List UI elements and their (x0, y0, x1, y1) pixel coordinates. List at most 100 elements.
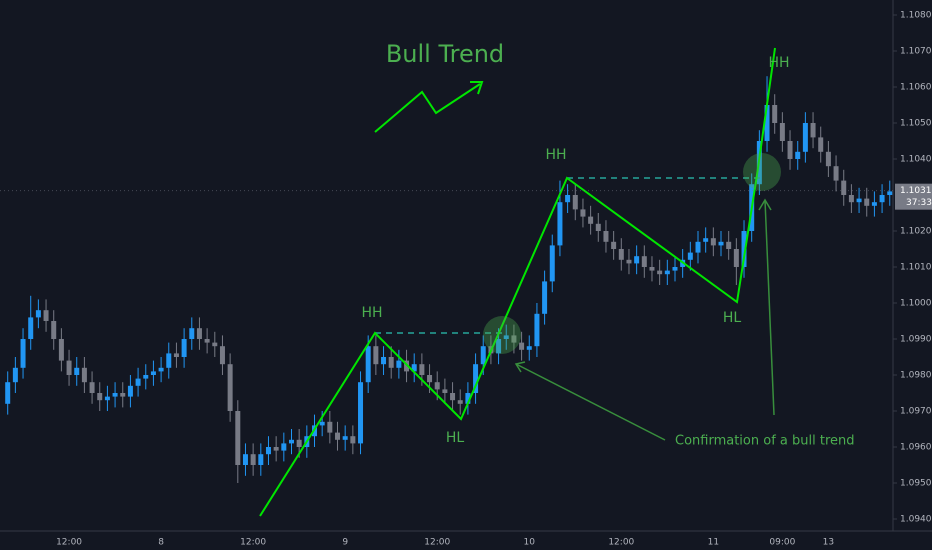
candle-body (58, 339, 64, 361)
candle-body (150, 371, 156, 375)
bull-arrow-head (470, 81, 484, 95)
candle-body (81, 367, 87, 383)
annotation: Confirmation of a bull trend (675, 434, 855, 449)
candle-body (296, 439, 302, 447)
y-tick-label: 1.09800 (900, 371, 932, 381)
swing-label: HH (768, 55, 789, 71)
candle-body (649, 267, 655, 271)
candle-body (388, 357, 394, 368)
candle-body (664, 270, 670, 275)
y-tick-label: 1.10700 (900, 47, 932, 57)
candle-body (871, 202, 877, 206)
candle-body (358, 382, 364, 444)
candle-body (204, 339, 210, 343)
candle-body (703, 238, 709, 242)
pointer-arrow-head (758, 198, 772, 211)
candle-body (733, 249, 739, 267)
candle-body (603, 231, 609, 242)
candle-body (411, 364, 417, 372)
candle-body (434, 382, 440, 390)
y-tick-label: 1.10000 (900, 299, 932, 309)
candle-body (818, 137, 824, 152)
y-tick-label: 1.10200 (900, 227, 932, 237)
candle-body (319, 421, 325, 426)
x-tick-label: 8 (158, 538, 164, 548)
candle-body (511, 335, 517, 343)
candle-body (764, 105, 770, 141)
pointer-arrow (764, 199, 775, 416)
candle-body (212, 342, 218, 347)
candle-body (672, 267, 678, 271)
candle-body (89, 382, 95, 393)
x-tick-label: 12:00 (424, 538, 450, 548)
candle-body (695, 241, 701, 253)
candle-body (465, 393, 471, 404)
candle-body (687, 252, 693, 260)
candle-body (227, 364, 233, 411)
candle-body (250, 454, 256, 465)
candle-body (288, 439, 294, 444)
y-tick-label: 1.10800 (900, 11, 932, 21)
candle-body (848, 195, 854, 203)
y-tick-label: 1.10500 (900, 119, 932, 129)
candle-body (181, 339, 187, 357)
y-tick-label: 1.09500 (900, 479, 932, 489)
y-tick-label: 1.09900 (900, 335, 932, 345)
candle-body (419, 364, 425, 375)
candle-body (273, 447, 279, 451)
swing-label: HL (446, 430, 465, 446)
trend-line (259, 47, 776, 517)
last-price-box (895, 183, 932, 210)
candle-body (825, 151, 831, 167)
candle-body (710, 238, 716, 246)
candle-body (335, 432, 341, 440)
candle-body (542, 281, 548, 314)
candle-body (802, 123, 808, 152)
candle-body (242, 454, 248, 465)
x-tick-label: 10 (524, 538, 536, 548)
candle-body (879, 195, 885, 203)
swing-label: HH (545, 147, 566, 163)
candle-body (588, 216, 594, 224)
candle-body (595, 223, 601, 231)
candle-body (258, 454, 264, 465)
x-tick-label: 13 (823, 538, 834, 548)
candle-body (381, 357, 387, 365)
candle-body (396, 360, 402, 368)
candle-body (473, 364, 479, 393)
candle-body (127, 385, 133, 397)
candle-body (787, 141, 793, 159)
countdown: 37:33 (906, 198, 932, 208)
candle-body (634, 256, 640, 264)
candle-body (28, 317, 34, 339)
candle-body (219, 346, 225, 365)
candle-body (887, 191, 893, 195)
x-tick-label: 12:00 (608, 538, 634, 548)
candle-body (97, 393, 103, 401)
x-tick-label: 9 (342, 538, 348, 548)
candle-body (12, 367, 18, 383)
candle-body (365, 346, 371, 383)
candle-body (120, 393, 126, 397)
candle-body (611, 241, 617, 249)
candle-body (618, 249, 624, 260)
y-tick-label: 1.10400 (900, 155, 932, 165)
candle-body (718, 241, 724, 246)
candle-body (189, 328, 195, 339)
candle-body (726, 241, 732, 249)
candle-body (772, 105, 778, 123)
candle-body (841, 180, 847, 195)
candle-body (43, 310, 49, 321)
candle-body (404, 360, 410, 372)
candle-body (143, 375, 149, 379)
last-price-label: 1.10312 (900, 186, 932, 196)
candle-body (265, 447, 271, 455)
candle-body (557, 202, 563, 246)
candle-body (166, 353, 172, 368)
candle-body (35, 310, 41, 318)
swing-label: HL (723, 310, 742, 326)
candle-body (810, 123, 816, 138)
candle-body (373, 346, 379, 365)
candle-body (66, 360, 72, 375)
y-tick-label: 1.10600 (900, 83, 932, 93)
